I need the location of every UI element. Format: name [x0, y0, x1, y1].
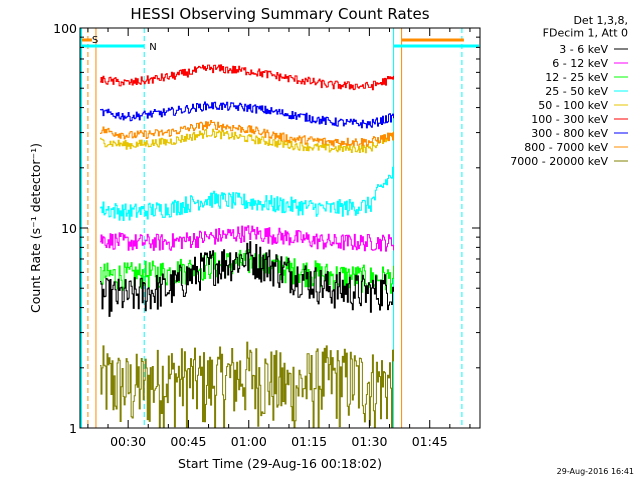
y-tick-label: 100 — [53, 21, 77, 36]
series-layer — [100, 64, 394, 428]
legend-label: 6 - 12 keV — [552, 57, 608, 70]
legend-header: FDecim 1, Att 0 — [543, 27, 628, 40]
series-line — [100, 128, 394, 154]
x-tick-label: 01:15 — [291, 434, 327, 449]
series-line — [100, 225, 394, 252]
x-tick-label: 01:30 — [351, 434, 387, 449]
night-label: N — [149, 42, 156, 53]
legend-label: 7000 - 20000 keV — [510, 155, 608, 168]
series-line — [100, 120, 394, 147]
legend-label: 12 - 25 keV — [545, 71, 608, 84]
x-tick-label: 01:00 — [231, 434, 267, 449]
axis-ticks: 00:30 00:45 01:00 01:15 01:30 01:45 1 10 100 — [53, 21, 480, 449]
footer-timestamp: 29-Aug-2016 16:41 — [557, 467, 634, 476]
legend-label: 300 - 800 keV — [531, 127, 608, 140]
series-line — [100, 101, 394, 129]
series-line — [100, 64, 394, 91]
x-axis-title: Start Time (29-Aug-16 00:18:02) — [178, 456, 382, 471]
legend-label: 3 - 6 keV — [559, 43, 608, 56]
y-tick-label: 10 — [61, 221, 77, 236]
chart-title: HESSI Observing Summary Count Rates — [130, 5, 429, 23]
saa-label: S — [92, 35, 98, 46]
x-tick-label: 00:45 — [170, 434, 206, 449]
x-tick-label: 00:30 — [110, 434, 146, 449]
legend-label: 100 - 300 keV — [531, 113, 608, 126]
series-line — [100, 241, 394, 317]
legend-header: Det 1,3,8, — [573, 14, 628, 27]
series-line — [100, 166, 394, 221]
legend-label: 800 - 7000 keV — [524, 141, 608, 154]
series-line — [100, 341, 394, 428]
legend-label: 50 - 100 keV — [538, 99, 608, 112]
y-axis-title: Count Rate (s⁻¹ detector⁻¹) — [28, 143, 43, 313]
x-tick-label: 01:45 — [412, 434, 448, 449]
y-tick-label: 1 — [69, 421, 77, 436]
legend-label: 25 - 50 keV — [545, 85, 608, 98]
